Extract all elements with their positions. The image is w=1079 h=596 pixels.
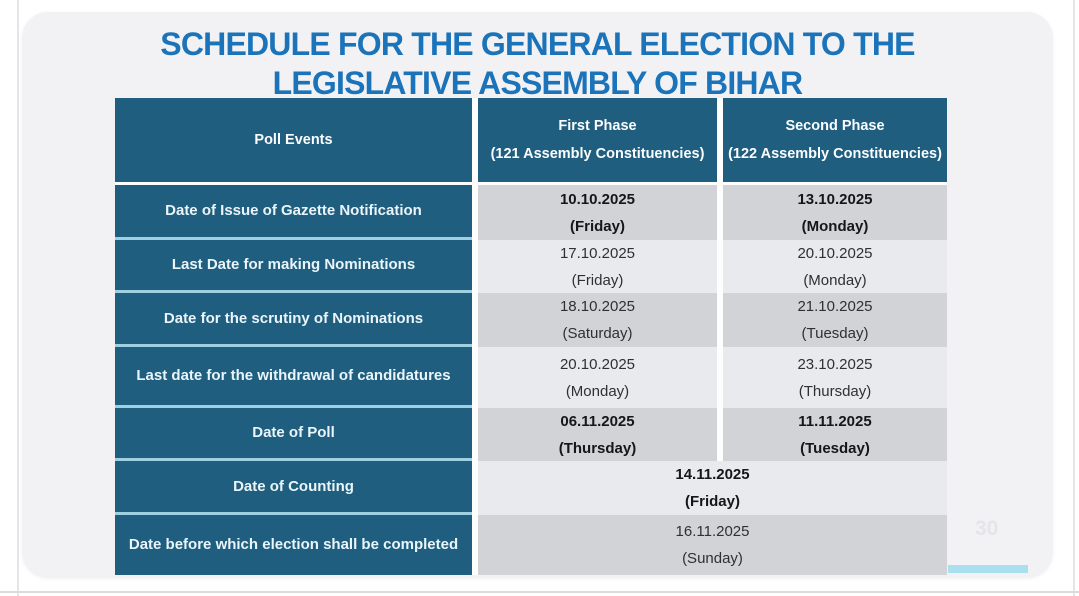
header-first-phase: First Phase (121 Assembly Constituencies… <box>478 98 717 182</box>
event-label: Date of Poll <box>115 408 472 461</box>
table-row-date-of-counting: Date of Counting 14.11.2025 (Friday) <box>115 461 947 515</box>
phase2-cell: 21.10.2025 (Tuesday) <box>723 293 947 347</box>
day-value: (Tuesday) <box>801 325 869 342</box>
column-divider <box>472 408 478 461</box>
date-value: 16.11.2025 <box>675 523 750 540</box>
header-first-phase-label: First Phase <box>558 118 637 134</box>
phase2-cell: 23.10.2025 (Thursday) <box>723 347 947 408</box>
date-value: 06.11.2025 <box>560 412 635 430</box>
phase1-cell: 10.10.2025 (Friday) <box>478 185 717 240</box>
table-row-scrutiny-nominations: Date for the scrutiny of Nominations 18.… <box>115 293 947 347</box>
left-edge-line <box>17 0 19 596</box>
schedule-table: Poll Events First Phase (121 Assembly Co… <box>115 98 947 575</box>
bottom-edge-line <box>0 591 1079 593</box>
phase2-cell: 20.10.2025 (Monday) <box>723 240 947 293</box>
table-row-gazette-notification: Date of Issue of Gazette Notification 10… <box>115 185 947 240</box>
phase2-cell: 11.11.2025 (Tuesday) <box>723 408 947 461</box>
header-second-phase-sub: (122 Assembly Constituencies) <box>728 146 942 162</box>
day-value: (Monday) <box>803 271 867 289</box>
date-value: 20.10.2025 <box>559 355 636 373</box>
date-value: 18.10.2025 <box>559 298 636 315</box>
date-value: 23.10.2025 <box>797 355 873 373</box>
accent-bar <box>948 565 1028 573</box>
day-value: (Tuesday) <box>800 439 870 457</box>
column-divider <box>717 185 723 240</box>
title-line-2: LEGISLATIVE ASSEMBLY OF BIHAR <box>272 65 804 101</box>
column-divider <box>717 98 723 182</box>
slide-title: SCHEDULE FOR THE GENERAL ELECTION TO THE… <box>22 25 1053 103</box>
phase1-cell: 18.10.2025 (Saturday) <box>478 293 717 347</box>
column-divider <box>472 515 478 575</box>
event-label: Date of Counting <box>115 461 472 515</box>
header-second-phase-label: Second Phase <box>785 118 885 134</box>
table-row-making-nominations: Last Date for making Nominations 17.10.2… <box>115 240 947 293</box>
date-value: 21.10.2025 <box>797 298 873 315</box>
event-label: Date for the scrutiny of Nominations <box>115 293 472 347</box>
title-line-1: SCHEDULE FOR THE GENERAL ELECTION TO THE <box>160 26 915 62</box>
header-poll-events: Poll Events <box>115 98 472 182</box>
column-divider <box>472 185 478 240</box>
day-value: (Sunday) <box>682 550 743 567</box>
header-second-phase: Second Phase (122 Assembly Constituencie… <box>723 98 947 182</box>
column-divider <box>717 347 723 408</box>
event-label: Date before which election shall be comp… <box>115 515 472 575</box>
phase1-cell: 20.10.2025 (Monday) <box>478 347 717 408</box>
day-value: (Friday) <box>684 493 740 510</box>
phase1-cell: 06.11.2025 (Thursday) <box>478 408 717 461</box>
date-value: 10.10.2025 <box>559 190 636 208</box>
day-value: (Monday) <box>801 217 869 235</box>
column-divider <box>717 240 723 293</box>
day-value: (Friday) <box>571 271 624 289</box>
right-edge-line <box>1073 0 1075 596</box>
merged-date-cell: 16.11.2025 (Sunday) <box>478 515 947 575</box>
table-header-row: Poll Events First Phase (121 Assembly Co… <box>115 98 947 185</box>
date-value: 13.10.2025 <box>797 190 873 208</box>
date-value: 20.10.2025 <box>797 244 873 262</box>
column-divider <box>717 293 723 347</box>
event-label: Date of Issue of Gazette Notification <box>115 185 472 240</box>
table-row-date-of-poll: Date of Poll 06.11.2025 (Thursday) 11.11… <box>115 408 947 461</box>
column-divider <box>472 293 478 347</box>
column-divider <box>472 461 478 515</box>
phase2-cell: 13.10.2025 (Monday) <box>723 185 947 240</box>
day-value: (Thursday) <box>798 382 872 400</box>
column-divider <box>472 240 478 293</box>
column-divider <box>472 347 478 408</box>
merged-date-cell: 14.11.2025 (Friday) <box>478 461 947 515</box>
date-value: 11.11.2025 <box>798 412 872 430</box>
header-first-phase-sub: (121 Assembly Constituencies) <box>490 146 705 162</box>
event-label: Last Date for making Nominations <box>115 240 472 293</box>
date-value: 14.11.2025 <box>675 466 750 483</box>
page-number: 30 <box>975 517 999 540</box>
day-value: (Monday) <box>565 382 630 400</box>
slide-card: SCHEDULE FOR THE GENERAL ELECTION TO THE… <box>22 12 1053 578</box>
table-row-withdrawal-candidatures: Last date for the withdrawal of candidat… <box>115 347 947 408</box>
day-value: (Saturday) <box>562 325 633 342</box>
column-divider <box>717 408 723 461</box>
table-row-election-completed: Date before which election shall be comp… <box>115 515 947 575</box>
date-value: 17.10.2025 <box>559 244 636 262</box>
day-value: (Friday) <box>569 217 625 235</box>
event-label: Last date for the withdrawal of candidat… <box>115 347 472 408</box>
phase1-cell: 17.10.2025 (Friday) <box>478 240 717 293</box>
column-divider <box>472 98 478 182</box>
header-poll-events-label: Poll Events <box>254 132 333 148</box>
day-value: (Thursday) <box>558 439 637 457</box>
